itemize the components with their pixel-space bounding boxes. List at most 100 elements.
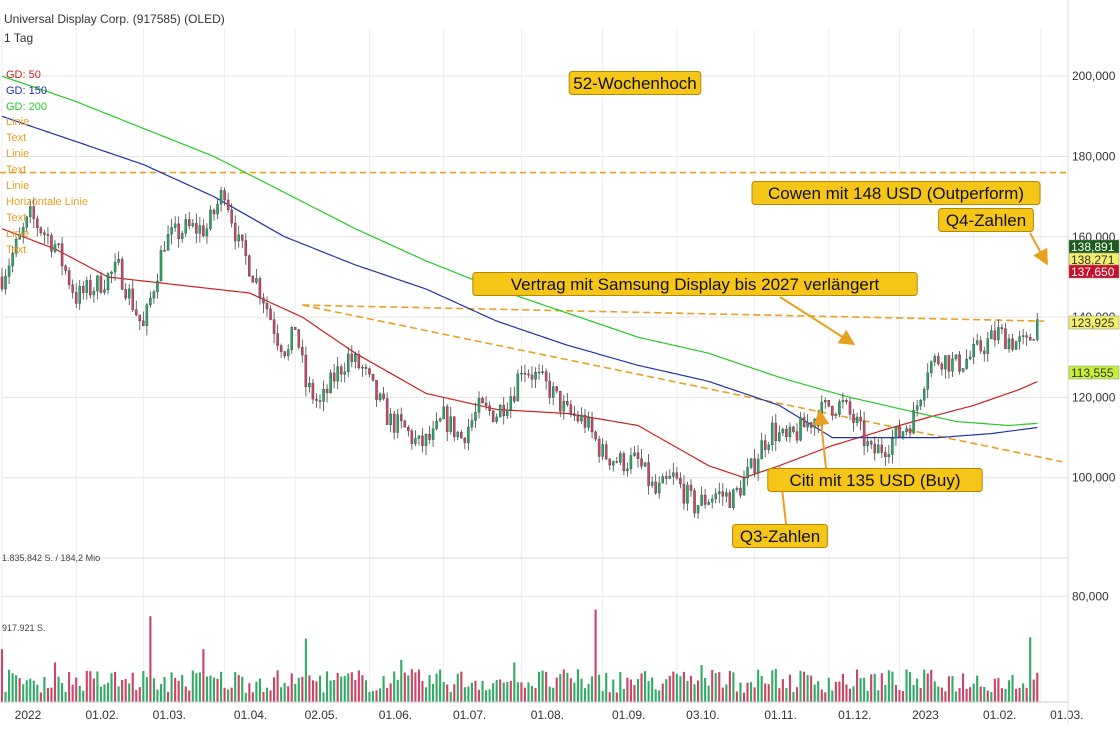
volume-bar: [682, 671, 685, 702]
candle-up: [14, 239, 18, 254]
volume-bar: [905, 669, 908, 702]
candle-down: [845, 400, 848, 402]
volume-bar: [622, 689, 625, 702]
volume-bar: [1025, 687, 1028, 702]
drawing-tool-label: Text: [6, 212, 26, 224]
annotation-background: [767, 468, 983, 492]
volume-bar: [223, 687, 226, 702]
drawing-tool-label: Linie: [6, 116, 29, 128]
drawing-tool-label: Text: [6, 164, 26, 176]
candle-up: [442, 406, 445, 420]
candle-up: [930, 361, 933, 374]
volume-bar: [520, 682, 523, 702]
volume-bar: [251, 692, 254, 702]
volume-bar: [926, 673, 929, 702]
candle-down: [318, 400, 322, 402]
volume-bar: [799, 670, 802, 702]
candle-down: [862, 420, 866, 447]
candle-up: [954, 354, 958, 360]
volume-bar: [753, 687, 756, 702]
candle-down: [445, 406, 449, 432]
volume-bar: [742, 692, 746, 702]
candle-down: [491, 410, 495, 422]
candle-up: [686, 484, 689, 504]
candle-down: [785, 428, 788, 438]
candle-down: [315, 398, 318, 401]
volume-bar: [50, 687, 53, 702]
candle-down: [421, 435, 424, 447]
volume-bar: [711, 669, 714, 702]
candle-up: [378, 393, 382, 401]
volume-bar: [329, 680, 332, 702]
volume-bar: [750, 682, 753, 702]
time-tick-label: 01.02.: [86, 708, 119, 722]
volume-bar: [18, 678, 21, 702]
volume-bar: [117, 686, 120, 702]
candle-down: [636, 452, 640, 459]
volume-bar: [771, 670, 774, 702]
candle-down: [71, 284, 74, 293]
volume-bar: [887, 670, 890, 702]
candle-down: [460, 431, 463, 439]
volume-bar: [114, 671, 117, 702]
candle-up: [749, 458, 753, 468]
candle-up: [866, 441, 869, 447]
candle-down: [283, 351, 286, 357]
volume-bar: [82, 690, 85, 702]
volume-bar: [951, 676, 954, 702]
volume-bar: [492, 683, 495, 702]
legend-gd150: GD: 150: [6, 85, 47, 97]
volume-bar: [993, 678, 996, 702]
candle-down: [566, 400, 569, 405]
volume-bar: [184, 686, 187, 702]
candle-up: [933, 356, 937, 363]
candle-down: [0, 276, 4, 290]
volume-bar: [619, 672, 622, 702]
volume-bar: [414, 672, 417, 702]
time-tick-label: 01.02.: [983, 708, 1016, 722]
volume-bar: [174, 678, 177, 702]
candle-up: [1014, 341, 1018, 350]
volume-bar: [965, 688, 968, 702]
candle-up: [347, 353, 350, 373]
volume-bar: [386, 687, 389, 702]
volume-bar: [661, 683, 664, 702]
candle-up: [389, 413, 392, 425]
candle-up: [742, 477, 746, 496]
candle-down: [138, 314, 142, 322]
volume-bar: [262, 691, 265, 702]
candle-down: [120, 258, 124, 290]
candle-down: [375, 380, 378, 401]
candle-up: [771, 422, 774, 446]
candle-up: [612, 461, 615, 466]
candle-down: [407, 426, 410, 432]
legend-gd200: GD: 200: [6, 101, 47, 113]
volume-bar: [629, 679, 632, 702]
candle-up: [951, 358, 954, 372]
candle-down: [248, 255, 251, 277]
candle-up: [806, 422, 809, 428]
candle-up: [7, 265, 11, 277]
volume-bar: [781, 679, 784, 702]
annotation-background: [751, 181, 1041, 205]
volume-bar: [336, 673, 339, 702]
candle-down: [177, 223, 180, 240]
candle-down: [382, 393, 385, 399]
volume-bar: [4, 691, 7, 702]
volume-bar: [778, 688, 781, 702]
candle-down: [527, 373, 530, 376]
annotation-text: Citi mit 135 USD (Buy): [790, 471, 961, 490]
candle-up: [106, 273, 110, 291]
annotation-text: 52-Wochenhoch: [573, 74, 697, 93]
annotation-box: Citi mit 135 USD (Buy): [767, 468, 983, 492]
volume-bar: [290, 673, 293, 702]
candle-down: [195, 223, 198, 234]
volume-bar: [361, 675, 364, 702]
ma-line-gd200: [1, 75, 1038, 427]
volume-bar: [767, 684, 770, 702]
candle-up: [643, 462, 647, 467]
volume-bar: [870, 674, 873, 702]
annotation-background: [732, 524, 828, 548]
candle-up: [1021, 335, 1025, 337]
